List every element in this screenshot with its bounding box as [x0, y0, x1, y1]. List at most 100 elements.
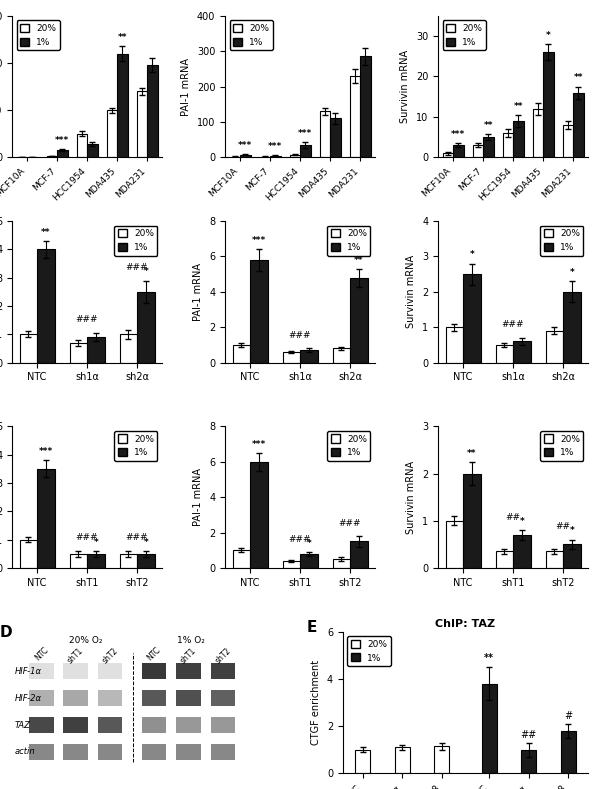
Text: **: ** — [118, 33, 127, 42]
Text: actin: actin — [14, 747, 35, 757]
Bar — [300, 145, 311, 157]
Bar — [119, 554, 137, 568]
Legend: 20%, 1%: 20%, 1% — [443, 21, 486, 50]
Text: ###: ### — [76, 533, 98, 543]
Text: *: * — [546, 31, 551, 40]
Text: 1% O₂: 1% O₂ — [177, 636, 205, 645]
Bar — [137, 92, 147, 157]
Bar — [543, 52, 554, 157]
Text: *: * — [520, 517, 524, 526]
Legend: 20%, 1%: 20%, 1% — [114, 431, 157, 461]
Legend: 20%, 1%: 20%, 1% — [327, 431, 370, 461]
Bar — [445, 521, 463, 568]
Bar — [483, 137, 493, 157]
FancyBboxPatch shape — [211, 690, 235, 706]
Bar — [320, 111, 330, 157]
FancyBboxPatch shape — [211, 664, 235, 679]
Bar — [37, 249, 55, 363]
Text: HIF-1α: HIF-1α — [14, 667, 41, 676]
Legend: 20%, 1%: 20%, 1% — [17, 21, 60, 50]
Text: ###: ### — [289, 534, 311, 544]
Text: **: ** — [484, 653, 494, 664]
Bar — [513, 342, 530, 363]
Text: #: # — [564, 712, 572, 721]
Text: E: E — [306, 620, 317, 635]
Text: *: * — [569, 526, 574, 536]
Text: ***: *** — [251, 236, 266, 245]
Text: ##: ## — [505, 513, 521, 522]
Bar — [47, 156, 57, 157]
Legend: 20%, 1%: 20%, 1% — [114, 226, 157, 256]
Bar — [482, 683, 497, 773]
Bar — [87, 554, 104, 568]
Text: **: ** — [574, 73, 583, 82]
Bar — [300, 350, 317, 363]
Bar — [496, 345, 513, 363]
Bar — [233, 550, 250, 568]
Legend: 20%, 1%: 20%, 1% — [347, 636, 391, 666]
Text: 20% O₂: 20% O₂ — [69, 636, 102, 645]
Bar — [573, 92, 583, 157]
Bar — [545, 331, 563, 363]
Bar — [349, 76, 360, 157]
Bar — [87, 337, 104, 363]
FancyBboxPatch shape — [211, 744, 235, 760]
Y-axis label: PAI-1 mRNA: PAI-1 mRNA — [193, 263, 203, 321]
Bar — [473, 145, 483, 157]
Bar — [521, 750, 536, 773]
Bar — [233, 345, 250, 363]
FancyBboxPatch shape — [142, 717, 166, 733]
Text: *: * — [307, 539, 311, 548]
Text: **: ** — [354, 256, 364, 264]
Text: *: * — [469, 250, 474, 260]
Text: D: D — [0, 625, 13, 640]
Text: shT2: shT2 — [100, 646, 119, 665]
Legend: 20%, 1%: 20%, 1% — [327, 226, 370, 256]
FancyBboxPatch shape — [142, 690, 166, 706]
Text: HIF-2α: HIF-2α — [14, 694, 41, 703]
Bar — [360, 57, 371, 157]
Bar — [240, 155, 251, 157]
Bar — [19, 540, 37, 568]
Text: NTC: NTC — [33, 646, 50, 663]
Text: ***: *** — [238, 140, 253, 150]
Bar — [300, 554, 317, 568]
Bar — [107, 110, 117, 157]
Bar — [332, 349, 350, 363]
FancyBboxPatch shape — [29, 664, 53, 679]
Bar — [350, 541, 367, 568]
FancyBboxPatch shape — [176, 664, 201, 679]
Text: *: * — [143, 267, 148, 276]
Bar — [563, 125, 573, 157]
Text: NTC: NTC — [146, 646, 163, 663]
Bar — [395, 747, 410, 773]
Bar — [463, 473, 481, 568]
Text: ###: ### — [339, 518, 361, 528]
Text: ***: *** — [298, 129, 313, 138]
Text: **: ** — [484, 121, 493, 129]
Title: ChIP: TAZ: ChIP: TAZ — [436, 619, 496, 630]
Legend: 20%, 1%: 20%, 1% — [540, 431, 583, 461]
Bar — [37, 469, 55, 568]
FancyBboxPatch shape — [142, 744, 166, 760]
Bar — [283, 352, 300, 363]
Text: *: * — [94, 537, 98, 547]
Bar — [147, 65, 157, 157]
Bar — [533, 109, 543, 157]
Bar — [19, 335, 37, 363]
Bar — [270, 155, 281, 157]
FancyBboxPatch shape — [64, 690, 88, 706]
Bar — [513, 535, 530, 568]
Y-axis label: Survivin mRNA: Survivin mRNA — [400, 50, 410, 123]
Bar — [355, 750, 370, 773]
FancyBboxPatch shape — [142, 664, 166, 679]
Text: ###: ### — [76, 316, 98, 324]
Text: shT2: shT2 — [213, 646, 232, 665]
Bar — [57, 150, 67, 157]
Bar — [545, 552, 563, 568]
Bar — [137, 292, 155, 363]
FancyBboxPatch shape — [176, 744, 201, 760]
Bar — [70, 554, 87, 568]
Text: *: * — [143, 537, 148, 547]
FancyBboxPatch shape — [29, 744, 53, 760]
